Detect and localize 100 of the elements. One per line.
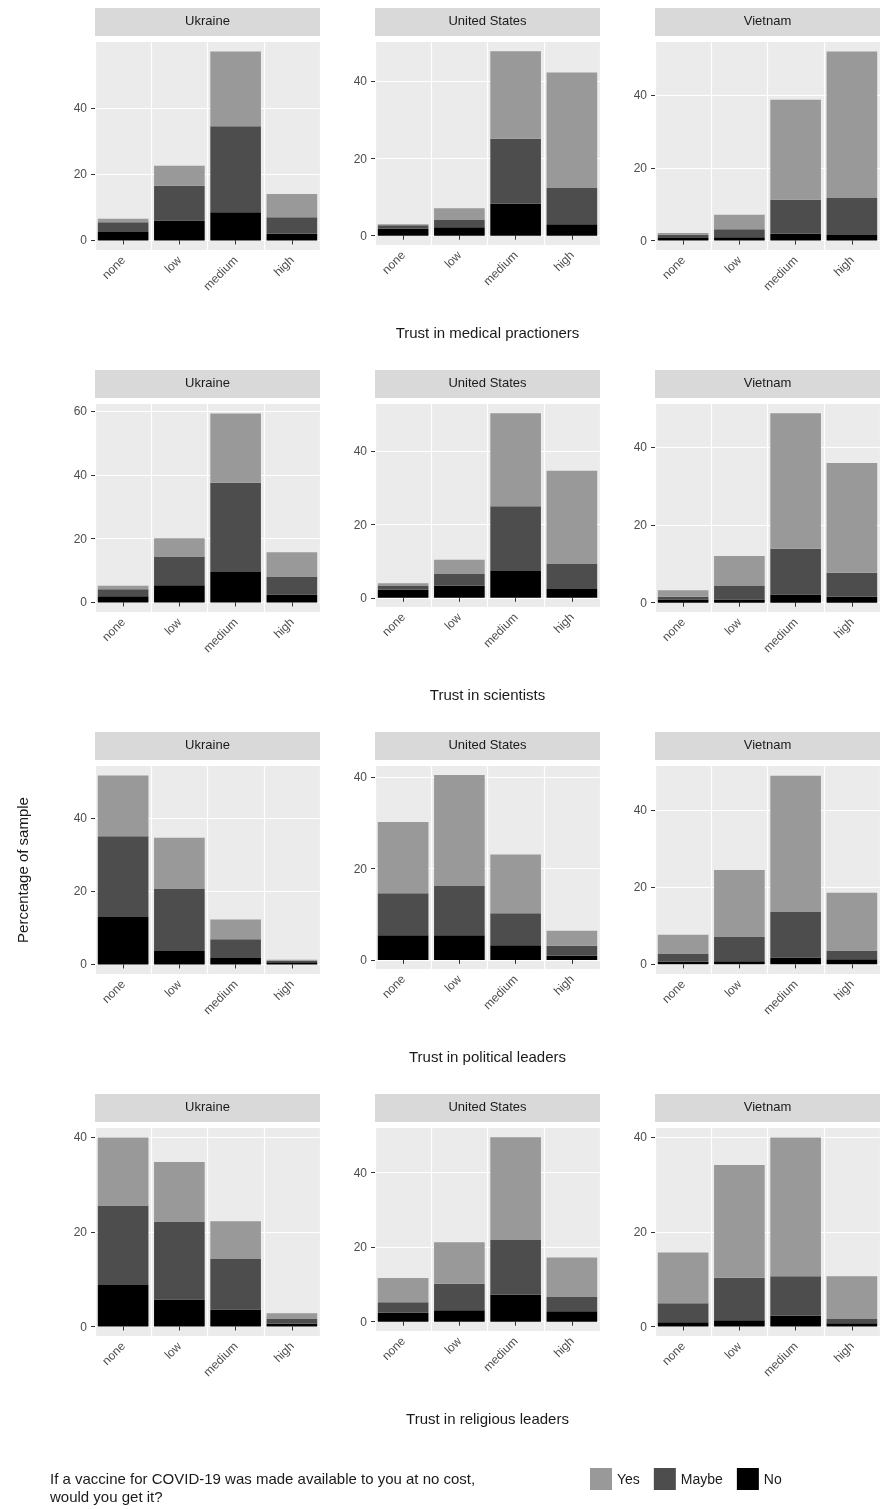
legend-label: No [763, 1471, 782, 1487]
bar [826, 572, 878, 597]
legend-label: Maybe [680, 1471, 724, 1487]
x-tick-label: high [830, 1339, 857, 1365]
bar [434, 585, 485, 598]
bar [266, 194, 318, 218]
y-tick-label: 0 [80, 595, 88, 610]
x-tick-label: high [270, 253, 297, 279]
y-tick-label: 20 [73, 1225, 88, 1239]
bar [826, 1318, 878, 1324]
y-tick-label: 40 [73, 467, 88, 482]
legend-label: Yes [617, 1471, 640, 1487]
x-axis-title: Trust in religious leaders [406, 1410, 569, 1427]
bar [266, 1323, 318, 1327]
y-tick-label: 0 [640, 957, 648, 972]
y-tick-label: 0 [80, 233, 88, 248]
y-tick-label: 0 [80, 1319, 88, 1334]
y-tick-label: 20 [353, 861, 368, 876]
bar [770, 1315, 821, 1327]
bar [97, 775, 149, 837]
bar [546, 945, 598, 956]
x-tick-label: low [441, 1333, 465, 1357]
bar [154, 165, 205, 186]
bar [490, 506, 541, 572]
bar [266, 1318, 318, 1324]
bar [657, 1303, 709, 1323]
y-tick-label: 20 [633, 880, 648, 895]
bar [657, 953, 709, 962]
bar [210, 126, 261, 213]
bar [490, 413, 541, 507]
bar [826, 198, 878, 236]
bar [154, 185, 205, 221]
bar [154, 1162, 205, 1222]
bar [210, 51, 261, 127]
bar [210, 1258, 261, 1310]
bar [434, 935, 485, 960]
x-tick-label: low [441, 971, 465, 995]
bar [154, 585, 205, 603]
bar [154, 837, 205, 889]
bar [546, 72, 598, 188]
x-tick-label: high [830, 615, 857, 641]
chart-title: Vietnam [743, 1099, 792, 1114]
y-tick-label: 0 [640, 233, 648, 248]
y-tick-label: 20 [73, 167, 88, 182]
bar [266, 594, 318, 603]
y-tick-label: 60 [73, 404, 88, 419]
x-tick-label: low [441, 609, 465, 633]
bar [266, 217, 318, 234]
bar [490, 1137, 541, 1241]
bar [770, 1276, 821, 1316]
bar [377, 893, 429, 936]
x-tick-label: low [441, 247, 465, 271]
y-tick-label: 20 [73, 531, 88, 546]
bar [434, 219, 485, 228]
bar [546, 224, 598, 236]
x-axis-title: Trust in political leaders [408, 1048, 567, 1065]
bar [657, 238, 709, 241]
bar [434, 574, 485, 586]
x-tick-label: high [550, 610, 577, 636]
bar [770, 1137, 821, 1277]
bar [826, 235, 878, 241]
bar [490, 1294, 541, 1322]
bar [770, 775, 821, 912]
bar [490, 138, 541, 204]
x-tick-label: high [270, 1339, 297, 1365]
y-tick-label: 40 [73, 811, 88, 826]
chart-title: Ukraine [185, 1099, 230, 1114]
bar [377, 228, 429, 236]
y-tick-label: 20 [353, 151, 368, 166]
bar [434, 227, 485, 236]
bar [490, 51, 541, 139]
bar [770, 594, 821, 603]
bar [546, 563, 598, 590]
y-tick-label: 20 [633, 160, 648, 175]
chart-title: Ukraine [185, 375, 230, 390]
y-tick-label: 40 [353, 444, 368, 459]
bar [97, 222, 149, 233]
bar [266, 576, 318, 595]
y-tick-label: 40 [353, 1165, 368, 1180]
bar [210, 939, 261, 958]
bar [826, 892, 878, 951]
bar [657, 590, 709, 597]
bar [434, 1310, 485, 1322]
bar [154, 888, 205, 951]
bar [154, 220, 205, 241]
x-tick-label: high [830, 977, 857, 1003]
bar [714, 1320, 765, 1327]
bar [210, 1221, 261, 1259]
bar [714, 599, 765, 603]
bar [546, 1257, 598, 1298]
bar [826, 1323, 878, 1327]
bar [490, 913, 541, 946]
y-tick-label: 20 [353, 517, 368, 532]
bar [826, 462, 878, 573]
bar [210, 482, 261, 573]
y-tick-label: 0 [640, 595, 648, 610]
chart-title: United States [448, 375, 528, 390]
bar [714, 237, 765, 241]
bar [714, 961, 765, 965]
bar [714, 556, 765, 586]
